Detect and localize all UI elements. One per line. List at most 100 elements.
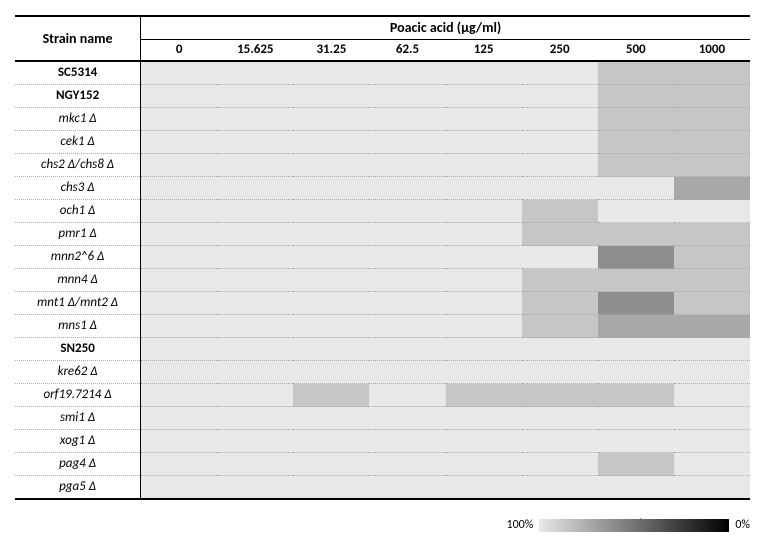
heatmap-cell — [293, 131, 369, 154]
conc-header-3: 62.5 — [369, 40, 445, 62]
header-strain-name: Strain name — [15, 16, 141, 61]
heatmap-cell — [217, 223, 293, 246]
heatmap-cell — [141, 200, 218, 223]
heatmap-cell — [141, 246, 218, 269]
heatmap-cell — [598, 223, 674, 246]
strain-name-cell: mkc1 Δ — [15, 108, 141, 131]
heatmap-cell — [522, 338, 598, 361]
heatmap-cell — [217, 453, 293, 476]
heatmap-cell — [293, 61, 369, 85]
heatmap-cell — [522, 430, 598, 453]
heatmap-cell — [598, 453, 674, 476]
heatmap-cell — [446, 430, 522, 453]
heatmap-cell — [141, 292, 218, 315]
heatmap-cell — [369, 154, 445, 177]
heatmap-cell — [217, 108, 293, 131]
heatmap-cell — [141, 269, 218, 292]
heatmap-cell — [674, 269, 750, 292]
heatmap-cell — [293, 407, 369, 430]
heatmap-cell — [598, 361, 674, 384]
heatmap-cell — [446, 384, 522, 407]
heatmap-cell — [446, 407, 522, 430]
strain-name-cell: och1 Δ — [15, 200, 141, 223]
heatmap-cell — [522, 292, 598, 315]
heatmap-cell — [522, 200, 598, 223]
heatmap-cell — [141, 384, 218, 407]
heatmap-cell — [293, 177, 369, 200]
heatmap-cell — [446, 177, 522, 200]
table-row: pag4 Δ — [15, 453, 750, 476]
heatmap-cell — [293, 361, 369, 384]
header-group-label: Poacic acid (µg/ml) — [141, 16, 750, 40]
heatmap-cell — [141, 108, 218, 131]
heatmap-cell — [141, 361, 218, 384]
heatmap-cell — [598, 177, 674, 200]
heatmap-cell — [674, 430, 750, 453]
heatmap-cell — [522, 453, 598, 476]
heatmap-cell — [293, 246, 369, 269]
heatmap-cell — [293, 384, 369, 407]
heatmap-cell — [369, 407, 445, 430]
growth-legend: 100% 0% — [507, 518, 751, 532]
legend-right-label: 0% — [735, 518, 750, 532]
legend-gradient-bar — [539, 519, 729, 532]
heatmap-cell — [369, 223, 445, 246]
heatmap-cell — [674, 177, 750, 200]
heatmap-cell — [674, 223, 750, 246]
table-row: xog1 Δ — [15, 430, 750, 453]
heatmap-cell — [217, 476, 293, 500]
strain-name-cell: mnt1 Δ/mnt2 Δ — [15, 292, 141, 315]
heatmap-cell — [369, 361, 445, 384]
conc-header-4: 125 — [446, 40, 522, 62]
table-row: cek1 Δ — [15, 131, 750, 154]
conc-header-2: 31.25 — [293, 40, 369, 62]
heatmap-cell — [598, 338, 674, 361]
strain-name-cell: pmr1 Δ — [15, 223, 141, 246]
heatmap-cell — [522, 361, 598, 384]
heatmap-cell — [293, 315, 369, 338]
table-row: kre62 Δ — [15, 361, 750, 384]
heatmap-cell — [522, 246, 598, 269]
heatmap-cell — [293, 338, 369, 361]
heatmap-cell — [446, 223, 522, 246]
table-row: mnn4 Δ — [15, 269, 750, 292]
heatmap-cell — [674, 338, 750, 361]
heatmap-cell — [293, 200, 369, 223]
table-row: pmr1 Δ — [15, 223, 750, 246]
heatmap-cell — [369, 61, 445, 85]
strain-name-cell: smi1 Δ — [15, 407, 141, 430]
heatmap-cell — [217, 131, 293, 154]
heatmap-cell — [522, 476, 598, 500]
heatmap-cell — [522, 108, 598, 131]
heatmap-cell — [369, 269, 445, 292]
heatmap-cell — [598, 476, 674, 500]
heatmap-cell — [217, 246, 293, 269]
strain-name-cell: pga5 Δ — [15, 476, 141, 500]
heatmap-cell — [141, 407, 218, 430]
heatmap-cell — [674, 61, 750, 85]
conc-header-0: 0 — [141, 40, 218, 62]
heatmap-cell — [598, 292, 674, 315]
heatmap-cell — [293, 85, 369, 108]
heatmap-cell — [217, 338, 293, 361]
heatmap-cell — [217, 384, 293, 407]
table-row: orf19.7214 Δ — [15, 384, 750, 407]
heatmap-cell — [369, 246, 445, 269]
heatmap-cell — [446, 108, 522, 131]
heatmap-cell — [598, 269, 674, 292]
table-row: SN250 — [15, 338, 750, 361]
strain-name-cell: SC5314 — [15, 61, 141, 85]
heatmap-cell — [522, 61, 598, 85]
heatmap-cell — [674, 453, 750, 476]
legend-left-label: 100% — [507, 518, 534, 532]
heatmap-cell — [446, 476, 522, 500]
heatmap-cell — [674, 200, 750, 223]
heatmap-cell — [446, 131, 522, 154]
heatmap-cell — [369, 292, 445, 315]
heatmap-cell — [217, 85, 293, 108]
heatmap-cell — [674, 131, 750, 154]
conc-header-6: 500 — [598, 40, 674, 62]
heatmap-cell — [141, 338, 218, 361]
heatmap-cell — [674, 361, 750, 384]
heatmap-cell — [522, 177, 598, 200]
